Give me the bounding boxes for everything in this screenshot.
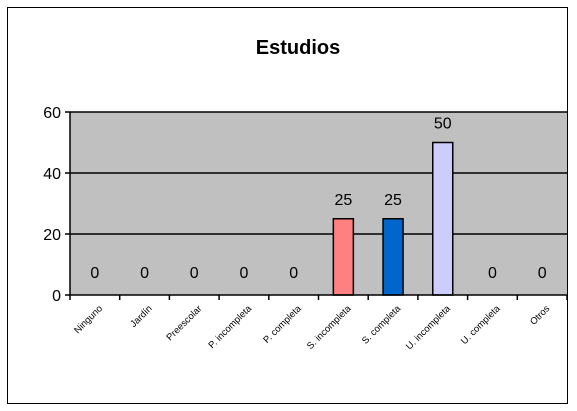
x-tick-label: S. incompleta [305, 303, 354, 352]
data-label: 50 [434, 116, 452, 133]
y-tick-label: 40 [43, 166, 61, 183]
x-tick-label: Otros [528, 303, 552, 327]
x-tick-label: U. incompleta [404, 303, 453, 352]
data-label: 0 [239, 265, 248, 282]
plot-background [70, 112, 567, 295]
x-tick-label: P. completa [261, 303, 304, 346]
data-label: 25 [384, 192, 402, 209]
data-label: 25 [334, 192, 352, 209]
chart-title: Estudios [256, 37, 340, 59]
bars [332, 141, 454, 296]
x-tick-label: Jardín [128, 303, 154, 329]
data-label: 0 [538, 265, 547, 282]
data-label: 0 [289, 265, 298, 282]
y-axis-ticks: 0 20 40 60 [43, 105, 70, 305]
data-labels: 0 0 0 0 0 25 25 50 0 0 [90, 116, 546, 283]
x-axis-ticks: Ninguno Jardín Preescolar P. incompleta P. c… [69, 295, 568, 352]
bar [432, 141, 454, 296]
x-tick-label: Preescolar [164, 303, 204, 343]
data-label: 0 [190, 265, 199, 282]
gridlines [70, 111, 567, 235]
x-tick-label: Ninguno [72, 303, 105, 336]
y-tick-label: 0 [52, 288, 61, 305]
bar [332, 218, 355, 296]
y-tick-label: 60 [43, 105, 61, 122]
plot-area [70, 112, 567, 295]
x-tick-label: P. incompleta [206, 303, 254, 351]
x-tick-label: U. completa [459, 303, 503, 347]
x-tick-label: S. completa [360, 303, 404, 347]
bar [382, 218, 404, 296]
data-label: 0 [140, 265, 149, 282]
data-label: 0 [488, 265, 497, 282]
data-label: 0 [90, 265, 99, 282]
y-tick-label: 20 [43, 227, 61, 244]
